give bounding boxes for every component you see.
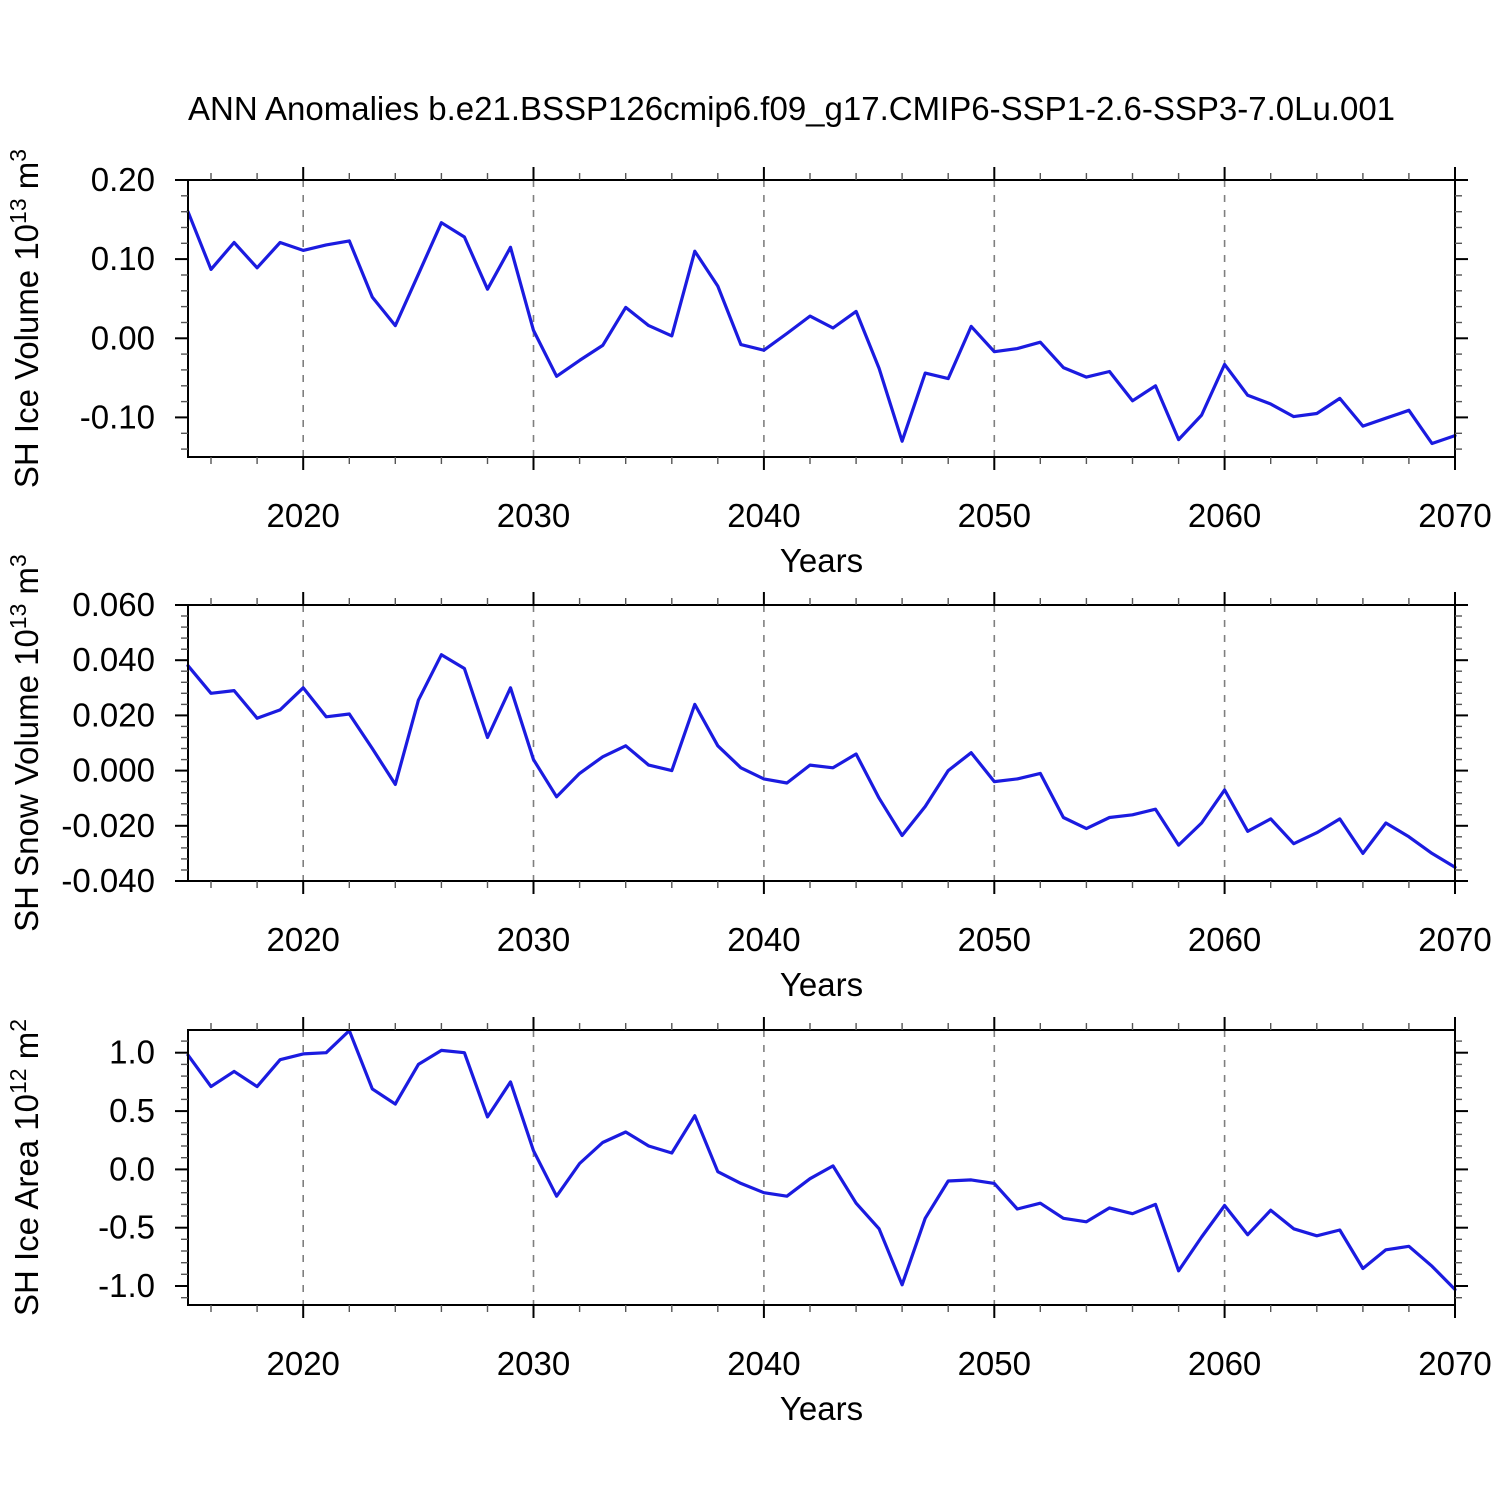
plot-frame — [187, 604, 1456, 882]
x-tick-label: 2040 — [727, 1345, 800, 1382]
x-tick-label: 2070 — [1418, 1345, 1491, 1382]
sh-ice-volume-panel: 2020 2030 2040 2050 2060 2070 0.20 0.10 0.00 -0.1… — [5, 149, 1492, 579]
y-tick-label: 0.00 — [91, 319, 155, 356]
x-tick-label: 2040 — [727, 921, 800, 958]
sh-snow-volume-line — [186, 653, 1457, 869]
x-axis-ticks — [210, 167, 1456, 470]
sh-snow-volume-x-axis-title: Years — [780, 966, 863, 1003]
y-tick-label: 0.5 — [109, 1092, 155, 1129]
x-tick-label: 2040 — [727, 497, 800, 534]
plot-frame — [187, 179, 1456, 458]
sh-ice-volume-y-axis-title: SH Ice Volume 1013​ m3​ — [5, 149, 45, 488]
y-tick-label: -0.5 — [98, 1209, 155, 1246]
y-tick-label: -0.020 — [61, 807, 155, 844]
y-tick-label: 0.060 — [72, 586, 155, 623]
sh-ice-area-y-axis-title: SH Ice Area 1012​ m2​ — [5, 1019, 45, 1316]
y-tick-label: -0.10 — [80, 398, 155, 435]
x-tick-label: 2030 — [497, 921, 570, 958]
x-tick-label: 2020 — [266, 921, 339, 958]
x-tick-label: 2050 — [958, 497, 1031, 534]
sh-snow-volume-panel: 2020 2030 2040 2050 2060 2070 0.060 0.040 0.020 0… — [5, 554, 1492, 1003]
sh-ice-area-x-axis-title: Years — [780, 1390, 863, 1427]
x-axis-ticks — [210, 592, 1456, 894]
x-tick-label: 2030 — [497, 497, 570, 534]
y-tick-label: -0.040 — [61, 862, 155, 899]
sh-ice-volume-x-axis-title: Years — [780, 542, 863, 579]
y-axis-ticks — [175, 1040, 1468, 1299]
x-tick-label: 2060 — [1188, 921, 1261, 958]
x-axis-ticks — [210, 1017, 1456, 1318]
x-tick-label: 2050 — [958, 1345, 1031, 1382]
y-tick-label: 0.020 — [72, 696, 155, 733]
y-tick-label: 0.040 — [72, 641, 155, 678]
sh-ice-volume-line — [186, 210, 1457, 446]
y-tick-label: 1.0 — [109, 1034, 155, 1071]
x-tick-label: 2030 — [497, 1345, 570, 1382]
sh-ice-area-line — [186, 1028, 1457, 1292]
y-axis-ticks — [175, 179, 1468, 450]
y-tick-label: 0.20 — [91, 161, 155, 198]
y-axis-ticks — [175, 604, 1468, 882]
sh-snow-volume-y-axis-title: SH Snow Volume 1013​ m3​ — [5, 554, 45, 932]
y-tick-label: 0.0 — [109, 1150, 155, 1187]
y-tick-label: 0.000 — [72, 752, 155, 789]
x-tick-label: 2020 — [266, 1345, 339, 1382]
x-tick-label: 2060 — [1188, 497, 1261, 534]
x-tick-label: 2020 — [266, 497, 339, 534]
sh-ice-area-panel: 2020 2030 2040 2050 2060 2070 1.0 0.5 0.0 -0.5 -1.… — [5, 1017, 1492, 1427]
x-tick-label: 2060 — [1188, 1345, 1261, 1382]
x-tick-label: 2070 — [1418, 497, 1491, 534]
x-tick-label: 2070 — [1418, 921, 1491, 958]
main-title: ANN Anomalies b.e21.BSSP126cmip6.f09_g17… — [188, 90, 1396, 127]
y-tick-label: -1.0 — [98, 1267, 155, 1304]
x-tick-label: 2050 — [958, 921, 1031, 958]
plot-frame — [187, 1029, 1456, 1306]
y-tick-label: 0.10 — [91, 240, 155, 277]
